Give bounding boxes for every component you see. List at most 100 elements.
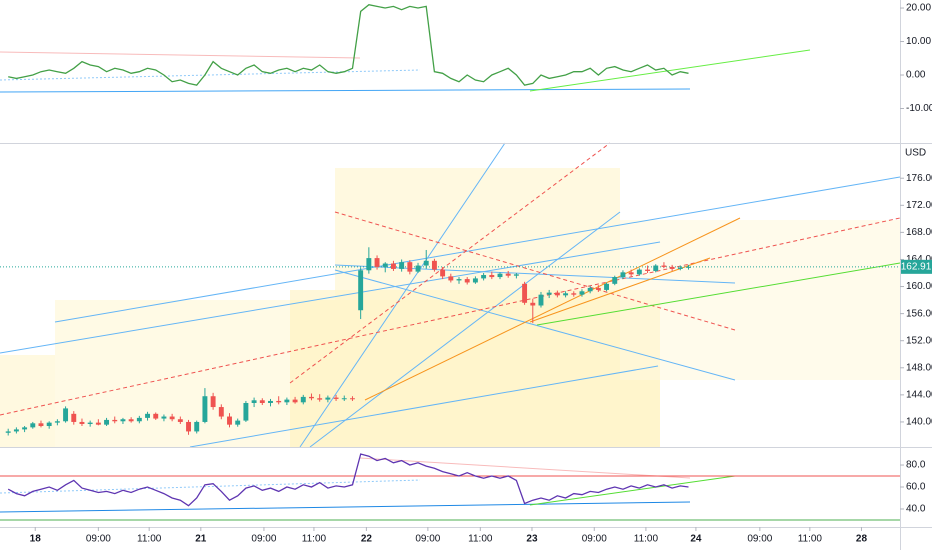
candle-body xyxy=(243,402,249,421)
candle-body xyxy=(399,262,405,269)
candle-body xyxy=(251,400,257,403)
candle-body xyxy=(382,263,388,267)
candle-body xyxy=(63,408,69,422)
candle-body xyxy=(350,398,355,400)
candle-body xyxy=(46,422,52,427)
y-tick-label: 60.0 xyxy=(906,482,926,493)
candle-body xyxy=(595,287,601,290)
last-price-badge xyxy=(901,259,932,274)
candle-body xyxy=(612,277,618,284)
candle-body xyxy=(571,293,577,295)
currency-label: USD xyxy=(905,148,926,159)
candle-body xyxy=(95,422,101,425)
x-tick-label: 11:00 xyxy=(302,534,327,545)
candle-body xyxy=(112,419,118,422)
trend-line xyxy=(54,176,901,323)
y-tick-label: 0.00 xyxy=(906,70,926,81)
candle-body xyxy=(563,293,569,296)
x-tick-label: 11:00 xyxy=(634,534,659,545)
candle-body xyxy=(390,263,396,269)
y-tick-label: 140.00 xyxy=(906,417,932,428)
candle-body xyxy=(341,398,347,400)
trend-line xyxy=(289,142,611,384)
candle-body xyxy=(300,396,306,403)
indicator-line xyxy=(8,4,689,86)
candle-body xyxy=(284,399,290,403)
candle-body xyxy=(579,291,585,295)
candle-body xyxy=(620,272,626,278)
candle-body xyxy=(636,269,642,275)
candle-body xyxy=(407,262,413,272)
last-price-label: 162.91 xyxy=(901,261,932,272)
candle-body xyxy=(333,397,339,399)
candle-body xyxy=(464,279,470,283)
candle-body xyxy=(554,292,560,296)
y-tick-label: -10.00 xyxy=(906,103,932,114)
trend-line xyxy=(359,457,691,479)
candle-body xyxy=(128,419,134,422)
x-tick-label: 09:00 xyxy=(251,534,276,545)
candle-body xyxy=(505,273,511,276)
candle-body xyxy=(169,416,175,420)
candle-body xyxy=(235,420,241,425)
candle-body xyxy=(448,276,454,281)
trend-line xyxy=(0,51,361,59)
y-tick-label: 148.00 xyxy=(906,362,932,373)
candle-body xyxy=(268,400,273,403)
candle-body xyxy=(202,396,208,422)
candle-body xyxy=(538,294,544,306)
drawings-main xyxy=(0,142,901,448)
candle-body xyxy=(120,419,126,422)
candle-body xyxy=(194,421,200,432)
trend-line xyxy=(0,88,691,93)
y-tick-label: 164.00 xyxy=(906,254,932,265)
candle-body xyxy=(604,283,610,290)
candle-body xyxy=(153,413,159,419)
candle-body xyxy=(30,423,36,428)
candle-body xyxy=(218,407,224,417)
trend-line xyxy=(189,365,659,448)
candle-body xyxy=(366,258,372,271)
candle-body xyxy=(317,398,323,400)
candle-body xyxy=(431,260,437,270)
candle-body xyxy=(358,270,364,311)
candle-body xyxy=(177,419,183,422)
y-tick-label: 20.00 xyxy=(906,3,931,14)
candle-body xyxy=(546,292,552,295)
y-tick-label: 40.0 xyxy=(906,504,926,515)
trend-line xyxy=(364,217,741,401)
trend-line xyxy=(309,211,621,448)
candle-body xyxy=(276,400,282,403)
indicator-line xyxy=(7,453,689,507)
candle-body xyxy=(374,258,380,267)
trend-line xyxy=(334,269,736,381)
x-tick-label: 23 xyxy=(526,534,538,545)
candle-body xyxy=(210,396,216,408)
candle-body xyxy=(136,417,142,422)
x-tick-label: 09:00 xyxy=(86,534,111,545)
candle-body xyxy=(161,416,167,419)
candle-body xyxy=(79,421,85,424)
y-tick-label: 80.0 xyxy=(906,460,926,471)
candle-body xyxy=(71,413,77,422)
candle-body xyxy=(22,427,28,430)
y-tick-label: 10.00 xyxy=(906,36,931,47)
trend-line xyxy=(529,49,811,92)
candle-body xyxy=(54,421,60,423)
trend-line xyxy=(0,69,421,81)
y-tick-label: 168.00 xyxy=(906,227,932,238)
candle-body xyxy=(13,429,19,432)
y-tick-label: 156.00 xyxy=(906,308,932,319)
candle-body xyxy=(489,275,495,278)
candle-body xyxy=(628,272,634,275)
candle-body xyxy=(259,400,265,403)
candle-body xyxy=(186,421,191,432)
candle-body xyxy=(686,266,691,268)
candle-body xyxy=(145,413,150,418)
x-tick-label: 28 xyxy=(856,534,868,545)
trend-line xyxy=(536,262,901,326)
candle-body xyxy=(645,269,650,271)
x-tick-label: 11:00 xyxy=(798,534,823,545)
x-tick-label: 21 xyxy=(195,534,207,545)
x-tick-label: 09:00 xyxy=(582,534,607,545)
